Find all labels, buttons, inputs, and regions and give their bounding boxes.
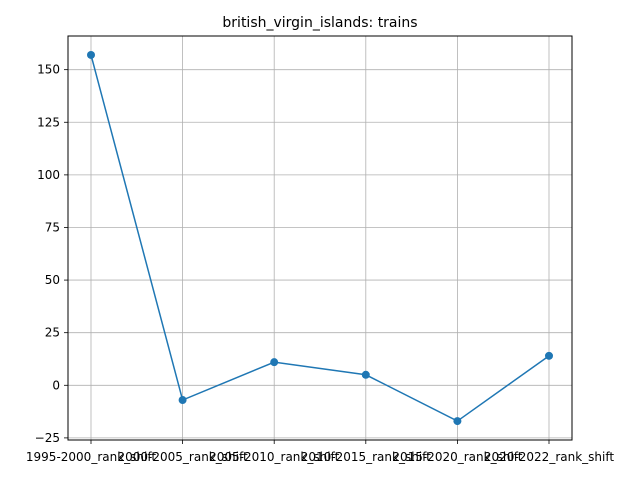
x-tick-label: 2015-2020_rank_shift — [392, 450, 522, 464]
series-line — [90, 54, 550, 422]
y-tick-label: 100 — [37, 168, 60, 182]
x-tick-label: 2020-2022_rank_shift — [484, 450, 614, 464]
data-point — [87, 50, 95, 59]
data-point — [453, 417, 462, 426]
y-axis: −25 0 25 50 75 100 125 150 — [35, 63, 68, 445]
x-axis: 1995-2000_rank_shift2000-2005_rank_shift… — [26, 440, 614, 464]
y-tick-label: 125 — [37, 115, 60, 129]
axes-frame — [67, 35, 573, 441]
data-point — [178, 396, 187, 405]
y-tick-label: 150 — [37, 63, 60, 77]
y-tick-label: 25 — [45, 326, 60, 340]
y-tick-label: −25 — [35, 431, 60, 445]
y-tick-label: 0 — [52, 378, 60, 392]
data-point — [545, 351, 553, 360]
x-tick-label: 2000-2005_rank_shift — [118, 450, 248, 464]
grid — [68, 36, 572, 440]
y-tick-label: 50 — [45, 273, 60, 287]
series — [87, 50, 553, 426]
x-tick-label: 1995-2000_rank_shift — [26, 450, 156, 464]
x-tick-label: 2010-2015_rank_shift — [301, 450, 431, 464]
data-point — [361, 370, 370, 379]
x-tick-label: 2005-2010_rank_shift — [209, 450, 339, 464]
chart-title: british_virgin_islands: trains — [222, 15, 417, 31]
y-tick-label: 75 — [45, 220, 60, 234]
data-point — [270, 358, 279, 367]
